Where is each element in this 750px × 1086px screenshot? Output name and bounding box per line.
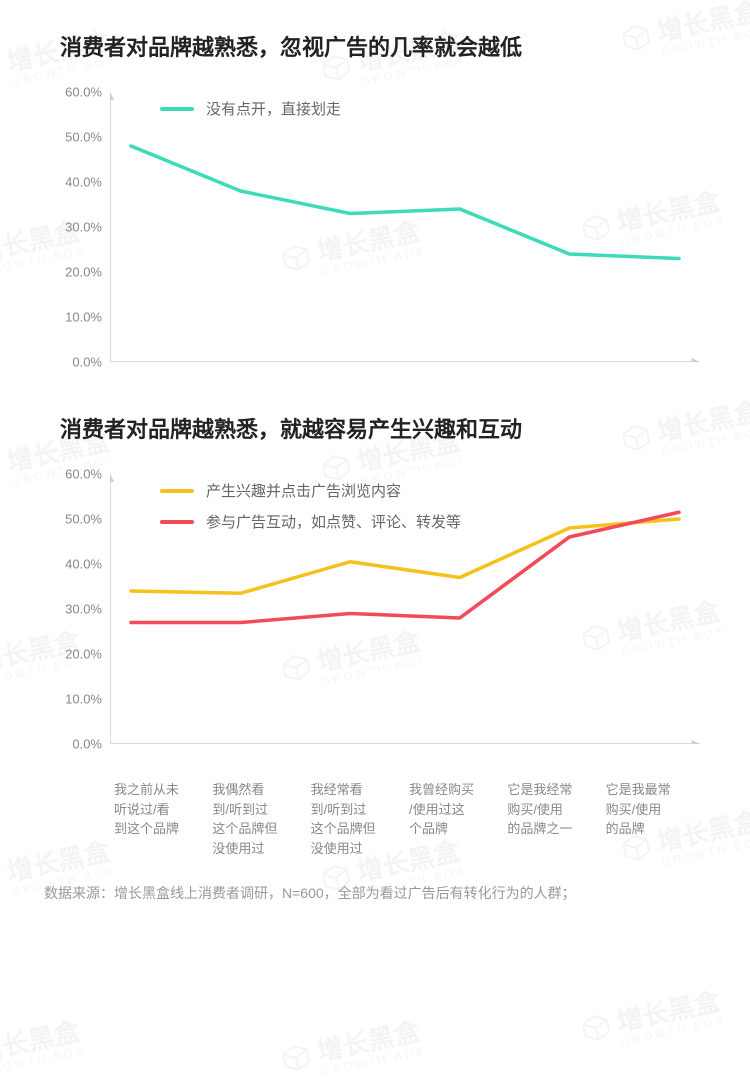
- chart-2-area: 0.0%10.0%20.0%30.0%40.0%50.0%60.0% 产生兴趣并…: [50, 474, 710, 774]
- content: 消费者对品牌越熟悉，忽视广告的几率就会越低 0.0% 10.0% 20.0% 30.0…: [0, 0, 750, 926]
- legend-item: 没有点开，直接划走: [160, 98, 341, 119]
- x-tick-label: 我之前从未听说过/看到这个品牌: [110, 780, 208, 858]
- chart-1: 消费者对品牌越熟悉，忽视广告的几率就会越低 0.0% 10.0% 20.0% 30.0…: [40, 30, 710, 392]
- y-tick: 10.0%: [65, 310, 102, 325]
- x-axis-labels: 我之前从未听说过/看到这个品牌我偶然看到/听到过这个品牌但没使用过我经常看到/听…: [110, 780, 700, 858]
- legend-item: 参与广告互动，如点赞、评论、转发等: [160, 511, 461, 532]
- legend-swatch: [160, 489, 194, 493]
- chart-1-yaxis: 0.0%10.0%20.0%30.0%40.0%50.0%60.0%: [50, 92, 110, 362]
- chart-2-yaxis: 0.0%10.0%20.0%30.0%40.0%50.0%60.0%: [50, 474, 110, 744]
- y-tick: 40.0%: [65, 175, 102, 190]
- x-tick-label: 我曾经购买/使用过这个品牌: [405, 780, 503, 858]
- series-line: [131, 146, 679, 259]
- legend-swatch: [160, 520, 194, 524]
- legend-item: 产生兴趣并点击广告浏览内容: [160, 480, 461, 501]
- chart-1-title: 消费者对品牌越熟悉，忽视广告的几率就会越低: [60, 30, 710, 62]
- y-tick: 30.0%: [65, 602, 102, 617]
- legend-swatch: [160, 107, 194, 111]
- x-tick-label: 它是我最常购买/使用的品牌: [602, 780, 700, 858]
- y-tick: 60.0%: [65, 85, 102, 100]
- y-tick: 40.0%: [65, 557, 102, 572]
- chart-2-legend: 产生兴趣并点击广告浏览内容参与广告互动，如点赞、评论、转发等: [160, 480, 461, 542]
- y-tick: 20.0%: [65, 265, 102, 280]
- chart-1-area: 0.0%10.0%20.0%30.0%40.0%50.0%60.0% 没有点开，…: [50, 92, 710, 392]
- legend-label: 没有点开，直接划走: [206, 98, 341, 119]
- y-tick: 30.0%: [65, 220, 102, 235]
- y-tick: 0.0%: [72, 355, 102, 370]
- chart-1-svg: [110, 92, 700, 362]
- data-source-note: 数据来源：增长黑盒线上消费者调研，N=600，全部为看过广告后有转化行为的人群；: [44, 882, 710, 906]
- y-tick: 20.0%: [65, 647, 102, 662]
- chart-1-legend: 没有点开，直接划走: [160, 98, 341, 129]
- x-tick-label: 我经常看到/听到过这个品牌但没使用过: [307, 780, 405, 858]
- y-tick: 10.0%: [65, 692, 102, 707]
- x-tick-label: 我偶然看到/听到过这个品牌但没使用过: [208, 780, 306, 858]
- legend-label: 产生兴趣并点击广告浏览内容: [206, 480, 401, 501]
- legend-label: 参与广告互动，如点赞、评论、转发等: [206, 511, 461, 532]
- chart-2-title: 消费者对品牌越熟悉，就越容易产生兴趣和互动: [60, 412, 710, 444]
- chart-1-plot: [110, 92, 700, 362]
- x-tick-label: 它是我经常购买/使用的品牌之一: [503, 780, 601, 858]
- chart-2: 消费者对品牌越熟悉，就越容易产生兴趣和互动 0.0% 10.0% 20.0% 30.0…: [40, 412, 710, 858]
- y-tick: 50.0%: [65, 130, 102, 145]
- y-tick: 0.0%: [72, 737, 102, 752]
- y-tick: 60.0%: [65, 467, 102, 482]
- y-tick: 50.0%: [65, 512, 102, 527]
